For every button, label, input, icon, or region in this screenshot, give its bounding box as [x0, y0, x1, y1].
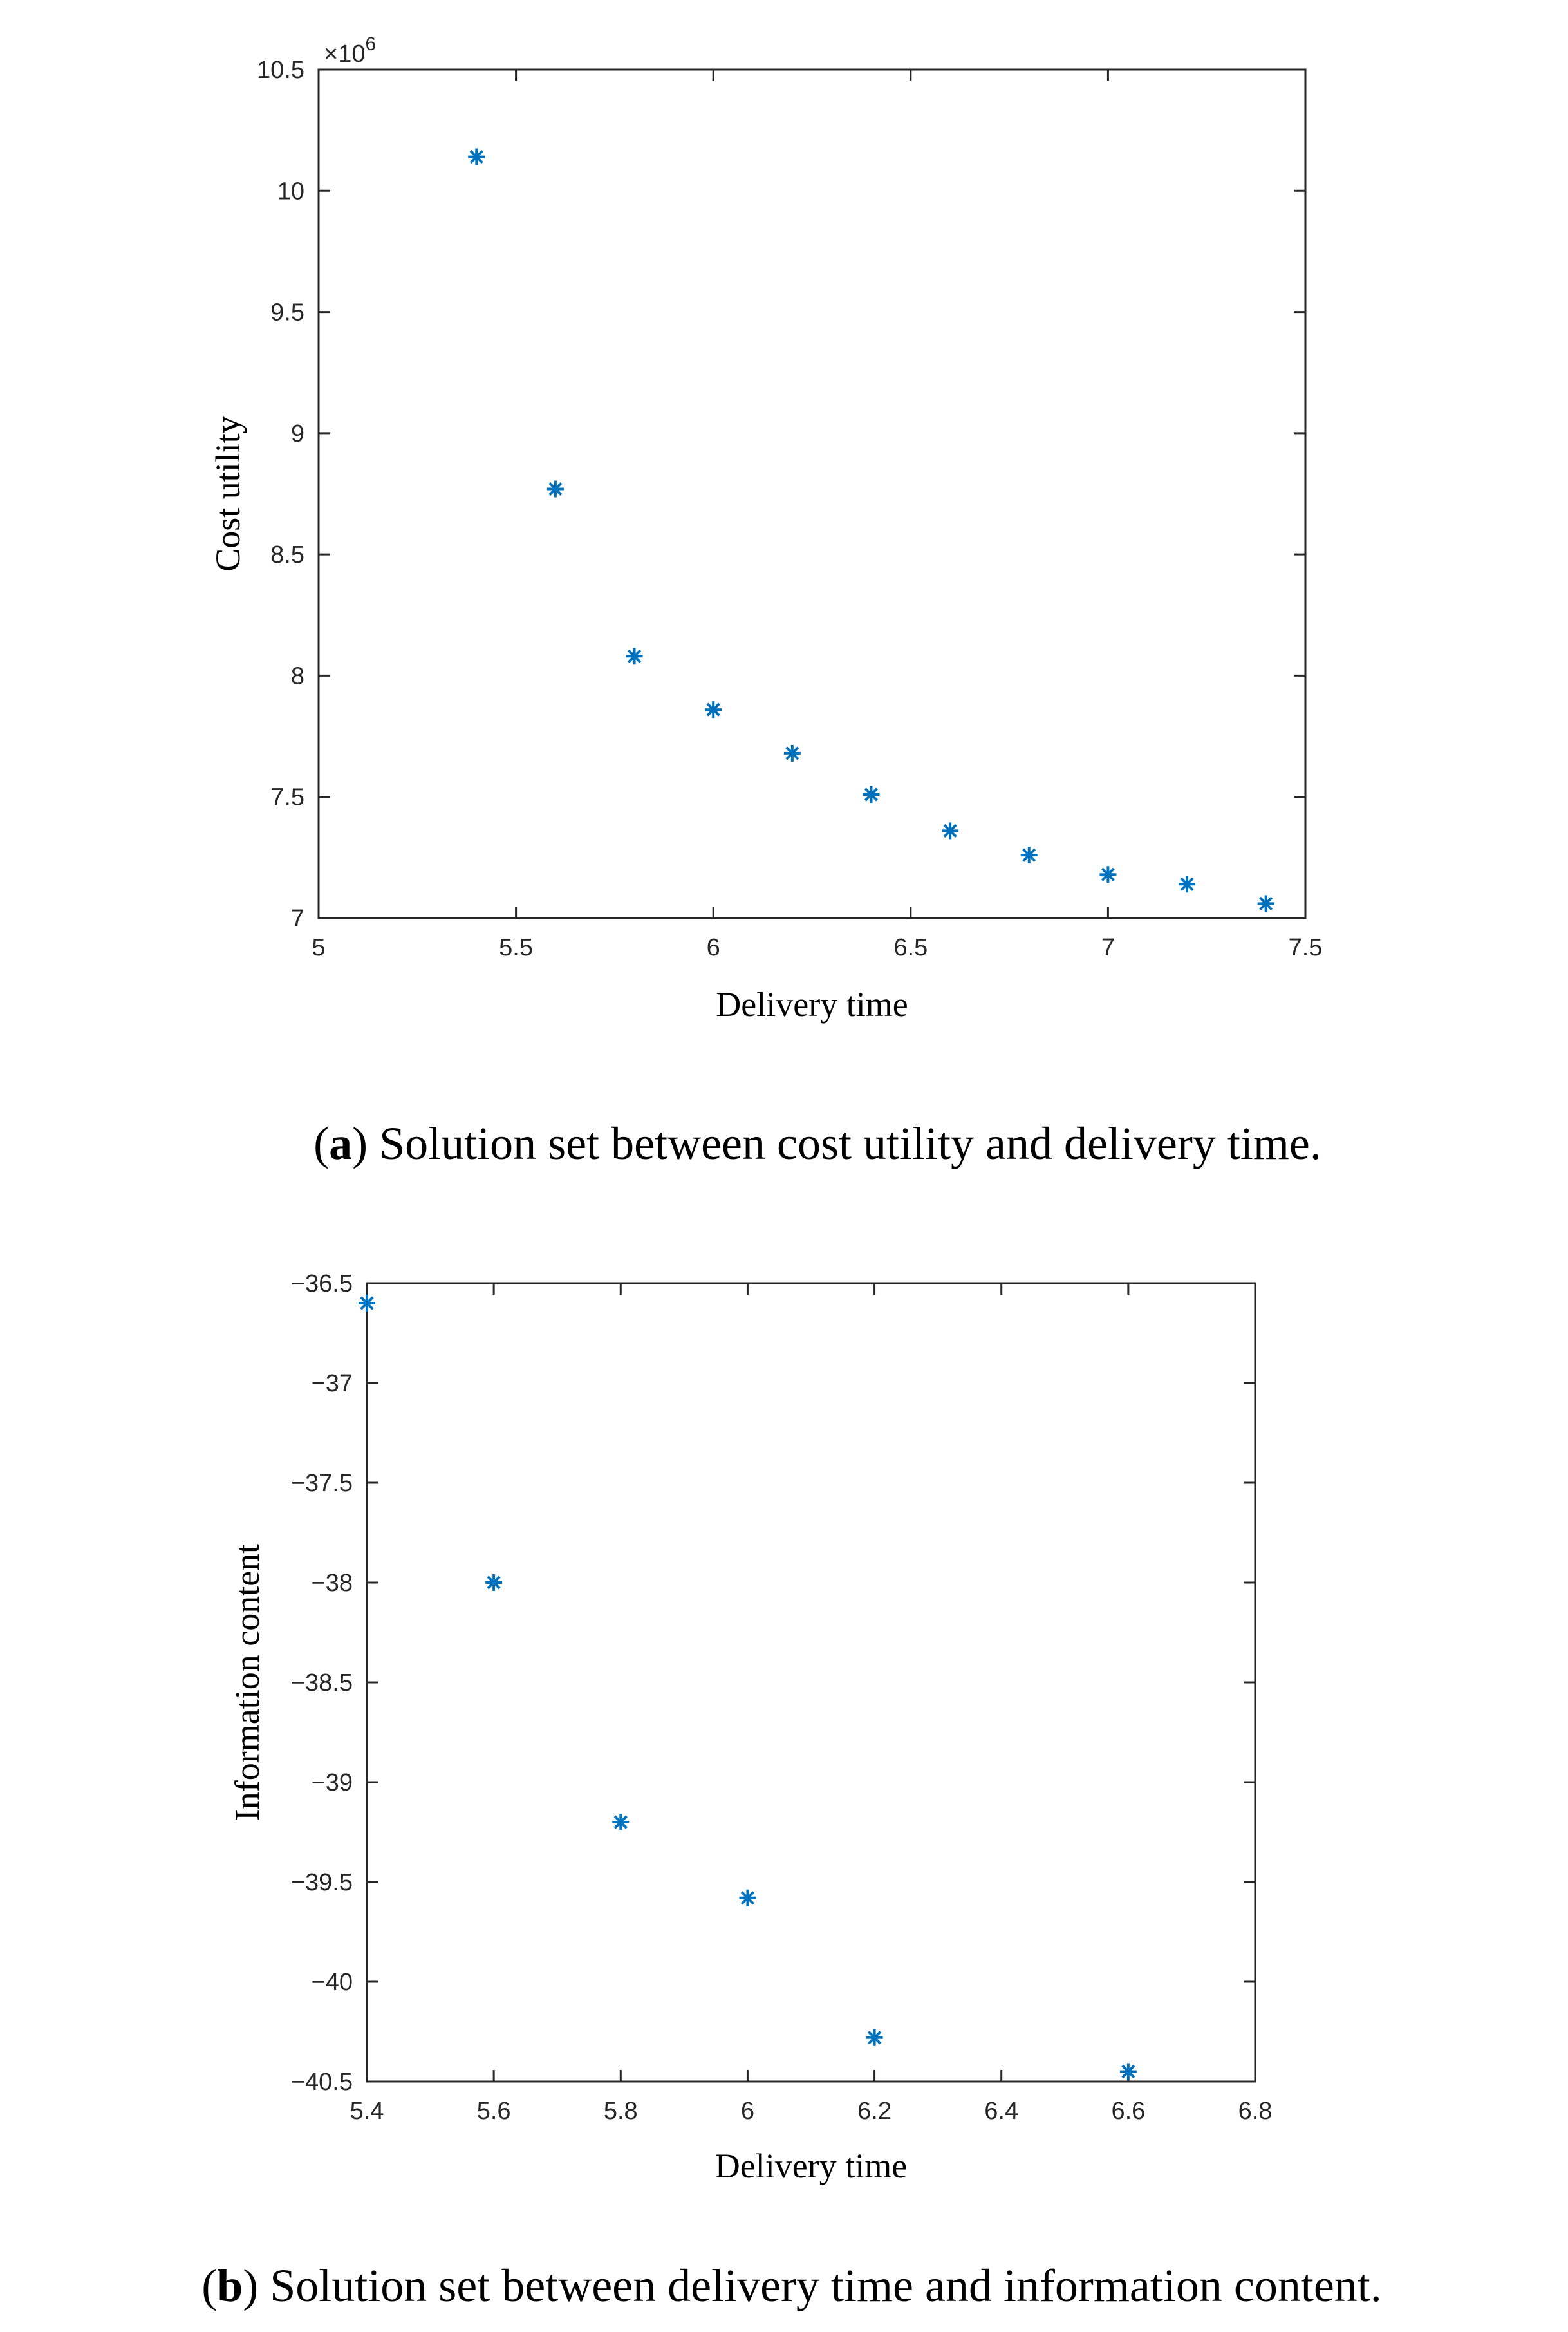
- chart-a-ytick-label: 9.5: [270, 299, 304, 326]
- caption-a: (a) Solution set between cost utility an…: [313, 1118, 1321, 1169]
- chart-b-ytick-label: −36.5: [291, 1270, 353, 1297]
- chart-a-data-point-stroke: [1022, 848, 1036, 862]
- chart-b-xtick-label: 6.6: [1111, 2098, 1145, 2125]
- chart-b-ytick-label: −39: [312, 1769, 353, 1796]
- chart-a-data-point-stroke: [785, 746, 799, 760]
- chart-a-ytick-label: 7.5: [270, 784, 304, 811]
- chart-a-cost-utility-vs-delivery-time: 5 5.5 6 6.5 7 7.577.588.599.51010.5×106Delive…: [209, 33, 1322, 1024]
- chart-a-data-point: [546, 480, 564, 498]
- chart-a-xtick-label: 5.5: [499, 934, 533, 961]
- chart-b-xlabel: Delivery time: [715, 2147, 907, 2185]
- chart-a-data-point: [863, 785, 880, 803]
- chart-b-data-point: [1119, 2063, 1137, 2080]
- chart-b-data-point: [612, 1814, 630, 1830]
- chart-a-ytick-label: 7: [291, 905, 304, 932]
- chart-a-data-point: [1099, 866, 1117, 883]
- chart-b-ytick-label: −40.5: [291, 2069, 353, 2096]
- chart-a-xtick-label: 6.5: [893, 934, 928, 961]
- chart-a-data-point-stroke: [1101, 867, 1115, 881]
- chart-a-axes-box: [317, 68, 1307, 919]
- chart-a-data-point-stroke: [706, 702, 720, 717]
- chart-a-xtick-label: 7: [1101, 934, 1115, 961]
- chart-b-ytick-label: −37.5: [291, 1470, 353, 1497]
- caption-b: (b) Solution set between delivery time a…: [201, 2260, 1382, 2311]
- chart-b-data-point-stroke: [1121, 2064, 1135, 2079]
- chart-b-ytick-label: −40: [312, 1969, 353, 1996]
- chart-b-data-point: [866, 2029, 883, 2046]
- chart-a-data-point: [1257, 895, 1274, 912]
- chart-a-ytick-label: 8: [291, 663, 304, 690]
- chart-a-ytick-label: 9: [291, 420, 304, 447]
- chart-a-data-point: [783, 744, 801, 762]
- chart-a-data-point: [626, 648, 643, 665]
- chart-a-y-exponent: ×106: [324, 33, 376, 68]
- chart-a-data-point: [942, 822, 959, 840]
- chart-a-y-exponent-base: ×10: [324, 41, 365, 68]
- chart-a-data-point-stroke: [943, 823, 957, 838]
- chart-a-ylabel: Cost utility: [209, 416, 247, 572]
- chart-a-data-point-stroke: [864, 787, 879, 802]
- chart-b-ylabel: Information content: [228, 1544, 266, 1821]
- chart-a-ytick-label: 10.5: [257, 57, 304, 84]
- chart-a-y-exponent-power: 6: [365, 33, 376, 55]
- chart-a-data-point: [468, 148, 485, 165]
- chart-a-data-point-stroke: [548, 482, 563, 496]
- chart-a-data-point-stroke: [469, 149, 483, 164]
- chart-a-xtick-label: 5: [312, 934, 325, 961]
- chart-a-xtick-label: 6: [707, 934, 720, 961]
- chart-b-xtick-label: 6.2: [857, 2098, 891, 2125]
- chart-b-data-point: [739, 1889, 756, 1906]
- chart-b-xtick-label: 6.8: [1238, 2098, 1273, 2125]
- chart-b-axes-box: [366, 1282, 1256, 2083]
- chart-a-data-point: [1179, 876, 1196, 893]
- chart-b-data-point-stroke: [867, 2031, 882, 2045]
- chart-a-xtick-label: 7.5: [1289, 934, 1323, 961]
- chart-b-data-point-stroke: [613, 1815, 628, 1829]
- chart-b-information-content-vs-delivery-time: 5.4 5.6 5.8 6 6.2 6.4 6.6 6.8 −36.5 −37 −37.5 −38 −3…: [228, 1270, 1272, 2185]
- chart-b-ytick-label: −38: [312, 1570, 353, 1597]
- chart-b-xtick-label: 6: [741, 2098, 754, 2125]
- chart-b-ytick-label: −38.5: [291, 1669, 353, 1697]
- chart-a-data-point-stroke: [1259, 896, 1273, 911]
- chart-b-data-point-stroke: [360, 1296, 374, 1310]
- chart-b-ytick-label: −39.5: [291, 1869, 353, 1896]
- chart-b-xtick-label: 6.4: [984, 2098, 1018, 2125]
- chart-b-ytick-label: −37: [312, 1370, 353, 1397]
- chart-a-data-point: [1020, 847, 1038, 864]
- chart-b-xtick-label: 5.4: [350, 2098, 384, 2125]
- chart-a-ytick-label: 8.5: [270, 541, 304, 569]
- chart-a-ytick-label: 10: [277, 178, 304, 205]
- chart-b-data-point: [359, 1295, 375, 1312]
- chart-a-data-point-stroke: [1180, 877, 1194, 891]
- chart-b-xtick-label: 5.6: [477, 2098, 511, 2125]
- chart-b-data-point-stroke: [740, 1891, 755, 1905]
- chart-b-data-point-stroke: [487, 1575, 501, 1590]
- chart-a-data-point-stroke: [627, 649, 642, 663]
- chart-b-data-point: [485, 1574, 503, 1591]
- chart-a-data-point: [705, 701, 722, 719]
- chart-a-xlabel: Delivery time: [716, 985, 908, 1024]
- chart-b-xtick-label: 5.8: [604, 2098, 638, 2125]
